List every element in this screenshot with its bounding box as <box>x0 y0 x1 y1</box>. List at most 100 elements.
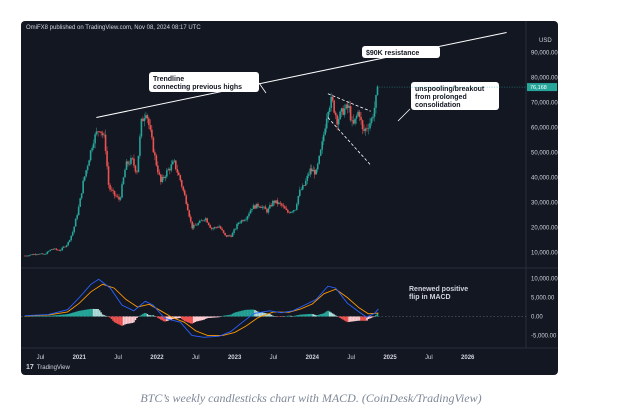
histogram-bar <box>209 316 211 318</box>
macd-line <box>24 278 379 338</box>
candle <box>124 169 126 178</box>
histogram-bar <box>293 315 295 317</box>
histogram-bar <box>343 316 346 321</box>
candle <box>95 131 98 135</box>
candle <box>203 219 205 221</box>
histogram-bar <box>70 313 73 317</box>
candle <box>342 108 344 115</box>
candle <box>164 176 167 178</box>
candle <box>148 118 150 126</box>
candle <box>372 116 374 119</box>
candle <box>248 213 250 217</box>
candle <box>376 86 379 96</box>
publish-info: OmiFX8 published on TradingView.com, Nov… <box>26 25 201 31</box>
histogram-bar <box>146 314 149 317</box>
histogram-bar <box>46 315 49 317</box>
candle <box>327 112 329 119</box>
histogram-bar <box>266 313 268 317</box>
candle <box>139 136 141 156</box>
price-tick-label: 90,000.00 <box>531 51 558 57</box>
histogram-bar <box>76 311 78 317</box>
candle <box>340 108 343 112</box>
candle <box>145 115 147 119</box>
histogram-bar <box>39 315 41 317</box>
histogram-bar <box>110 316 113 320</box>
histogram-bar <box>61 314 64 317</box>
candle <box>134 165 137 172</box>
candle <box>133 158 135 166</box>
histogram-bar <box>113 316 116 323</box>
candle <box>352 120 355 124</box>
candle <box>68 240 71 242</box>
histogram-bar <box>260 312 262 317</box>
candle <box>25 255 28 257</box>
histogram-bar <box>213 316 216 318</box>
histogram-bar <box>116 316 119 324</box>
candle <box>171 161 174 165</box>
candle <box>316 163 319 170</box>
candle <box>300 189 303 191</box>
breakout-annotation-text: from prolonged <box>415 94 467 101</box>
candle <box>210 227 213 229</box>
candle <box>219 226 222 229</box>
candle <box>255 203 258 209</box>
histogram-bar <box>330 312 332 317</box>
histogram-bar <box>357 316 359 321</box>
histogram-bar <box>157 316 159 318</box>
candle <box>143 118 146 122</box>
trendline-annotation-box <box>149 72 259 92</box>
candle <box>272 200 274 207</box>
macd-annotation: Renewed positive <box>409 286 468 293</box>
macd-histogram <box>24 308 379 326</box>
candle <box>278 202 280 204</box>
histogram-bar <box>40 315 43 317</box>
candle <box>146 115 149 119</box>
histogram-bar <box>210 316 213 318</box>
histogram-bar <box>248 309 250 317</box>
histogram-bar <box>92 308 95 317</box>
candle <box>70 235 73 241</box>
candle <box>358 111 361 118</box>
histogram-bar <box>306 314 309 317</box>
histogram-bar <box>269 314 271 317</box>
candle <box>354 118 356 124</box>
histogram-bar <box>71 312 74 317</box>
histogram-bar <box>112 316 114 321</box>
candle <box>216 227 219 228</box>
candle <box>261 207 264 208</box>
price-tick-label: 50,000.00 <box>531 151 558 157</box>
histogram-bar <box>101 314 104 317</box>
histogram-bar <box>224 315 226 317</box>
histogram-bar <box>88 309 90 317</box>
histogram-bar <box>342 316 344 320</box>
candle <box>367 128 370 129</box>
histogram-bar <box>333 314 335 317</box>
trendline-annotation-pointer <box>258 82 267 94</box>
histogram-bar <box>301 314 304 317</box>
candle <box>89 150 92 161</box>
histogram-bar <box>366 316 368 321</box>
candle <box>182 186 185 191</box>
histogram-bar <box>142 313 144 317</box>
candle <box>293 210 295 212</box>
btc-chart: USD 90,000.00 80,000.00 70,000.00 60,000.00 5… <box>21 21 558 361</box>
candle <box>88 160 90 166</box>
histogram-bar <box>79 310 81 317</box>
candle <box>236 224 238 229</box>
histogram-bar <box>212 316 214 318</box>
histogram-bar <box>319 314 322 317</box>
histogram-bar <box>243 310 246 317</box>
candle <box>100 131 102 133</box>
candle <box>122 177 125 185</box>
histogram-bar <box>234 312 237 317</box>
candle <box>83 176 86 181</box>
candle <box>55 248 58 250</box>
wedge-upper-line <box>327 93 371 112</box>
histogram-bar <box>180 316 183 320</box>
candle <box>325 118 328 129</box>
time-tick-label: 2026 <box>461 355 475 361</box>
histogram-bar <box>179 316 182 318</box>
histogram-bar <box>131 316 134 323</box>
candle <box>309 168 312 175</box>
histogram-bar <box>85 309 87 317</box>
